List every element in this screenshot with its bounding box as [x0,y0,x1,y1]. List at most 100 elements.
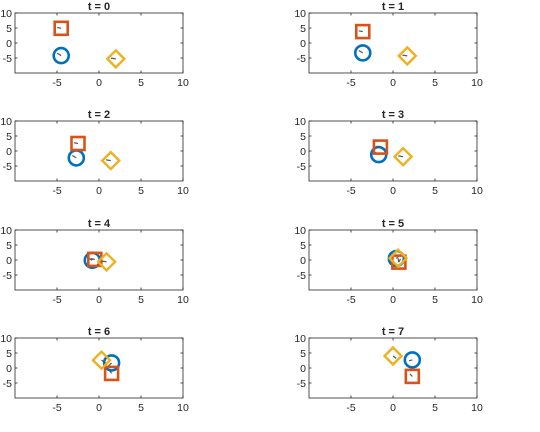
y-tick-label: 10 [294,116,306,128]
heading-arrow [107,362,113,367]
x-tick-label: 5 [432,294,438,306]
agent-circle-marker [353,44,372,62]
y-tick-label: 10 [294,8,306,20]
agent-diamond-marker [96,251,117,272]
y-tick-label: 10 [294,333,306,345]
heading-arrow [108,369,113,374]
y-tick-label: -5 [3,378,12,390]
x-tick-label: 10 [177,77,189,89]
subplot-title: t = 6 [88,326,110,338]
agent-square-marker [70,135,86,152]
y-tick-label: 0 [6,146,12,158]
x-tick-label: 0 [390,185,396,197]
subplot-2: t = 2 -5 0 5 10 10 5 0 -5 [0,109,189,197]
agent-diamond-marker [100,150,121,171]
y-tick-label: 5 [6,23,12,35]
y-tick-label: 10 [0,225,12,237]
x-tick-label: 10 [471,77,483,89]
heading-arrow [101,359,106,364]
y-tick-label: 0 [6,363,12,375]
subplot-title: t = 1 [382,1,404,13]
heading-arrow [72,154,77,159]
heading-arrow [57,26,62,29]
y-tick-label: 0 [6,38,12,50]
subplot-0: t = 0 -5 0 5 10 10 5 0 -5 [0,1,189,89]
y-tick-label: 0 [300,363,306,375]
agent-square-marker [354,23,371,40]
y-tick-label: -5 [3,161,12,173]
x-tick-label: 10 [471,402,483,414]
y-tick-label: 5 [6,240,12,252]
heading-arrow [90,258,95,260]
heading-arrow [56,52,62,57]
subplot-title: t = 3 [382,109,404,121]
x-tick-label: 10 [177,185,189,197]
x-tick-label: -5 [346,77,355,89]
axes-box [14,120,184,182]
x-tick-label: 5 [138,294,144,306]
heading-arrow [397,258,400,263]
agent-circle-marker [52,46,71,65]
y-tick-label: 5 [300,348,306,360]
y-tick-label: 5 [300,131,306,143]
y-tick-label: -5 [3,270,12,282]
y-tick-label: 5 [6,131,12,143]
agent-diamond-marker [91,350,112,371]
x-tick-label: -5 [52,402,61,414]
subplot-4: t = 4 -5 0 5 10 10 5 0 -5 [0,218,189,306]
x-tick-label: 5 [138,185,144,197]
axes-box [14,12,184,74]
x-tick-label: -5 [52,294,61,306]
x-tick-label: -5 [346,402,355,414]
heading-arrow [392,355,397,359]
y-tick-label: 0 [300,38,306,50]
x-tick-label: -5 [346,185,355,197]
heading-arrow [409,373,413,377]
subplot-5: t = 5 -5 0 5 10 10 5 0 -5 [294,218,483,306]
y-tick-label: 0 [300,146,306,158]
subplot-1: t = 1 -5 0 5 10 10 5 0 -5 [294,1,483,89]
x-tick-label: -5 [52,77,61,89]
heading-arrow [398,155,404,158]
heading-arrow [101,260,107,263]
subplot-title: t = 7 [382,326,404,338]
subplot-7: t = 7 -5 0 5 10 10 5 0 -5 [294,326,483,414]
heading-arrow [358,49,364,54]
x-tick-label: -5 [346,294,355,306]
y-tick-label: 10 [294,225,306,237]
agent-diamond-marker [382,345,404,367]
y-tick-label: 10 [0,8,12,20]
heading-arrow [105,159,111,162]
axes-box [308,120,478,182]
axes-box [14,337,184,399]
y-tick-label: 0 [6,255,12,267]
x-tick-label: 0 [390,77,396,89]
agent-square-marker [53,20,70,37]
agent-square-marker [404,368,421,385]
x-tick-label: 5 [432,77,438,89]
subplot-title: t = 2 [88,109,110,121]
x-tick-label: 0 [390,294,396,306]
x-tick-label: 10 [471,294,483,306]
y-tick-label: -5 [297,53,306,65]
x-tick-label: -5 [52,185,61,197]
heading-arrow [402,54,408,57]
x-tick-label: 5 [138,402,144,414]
x-tick-label: 5 [432,402,438,414]
subplot-title: t = 5 [382,218,404,230]
axes-box [308,12,478,74]
agent-diamond-marker [105,48,126,70]
y-tick-label: 0 [300,255,306,267]
y-tick-label: -5 [297,378,306,390]
x-tick-label: 5 [432,185,438,197]
heading-arrow [110,57,116,60]
y-tick-label: 5 [300,23,306,35]
x-tick-label: 10 [177,294,189,306]
subplot-6: t = 6 -5 0 5 10 10 5 0 -5 [0,326,189,414]
y-tick-label: 10 [0,333,12,345]
x-tick-label: 10 [471,185,483,197]
y-tick-label: 5 [300,240,306,252]
subplot-3: t = 3 -5 0 5 10 10 5 0 -5 [294,109,483,197]
x-tick-label: 10 [177,402,189,414]
agent-circle-marker [403,351,422,369]
